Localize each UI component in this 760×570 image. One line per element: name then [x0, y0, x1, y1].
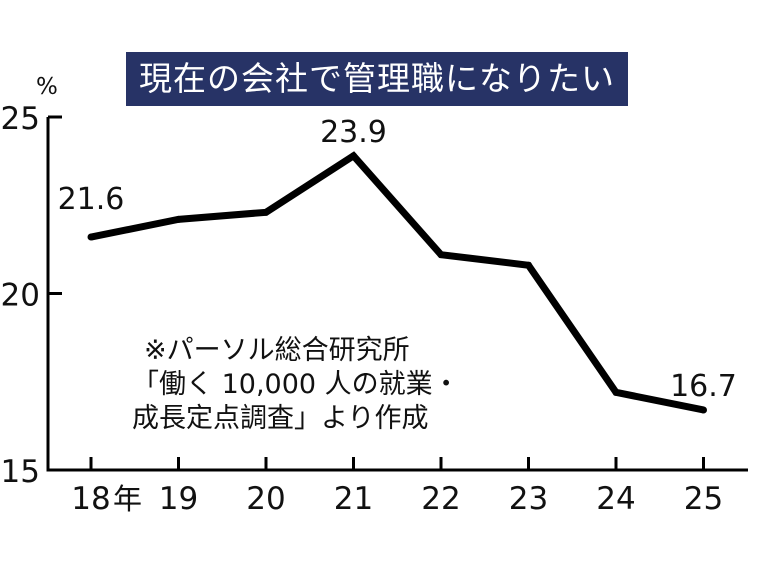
data-point-21 [350, 152, 357, 160]
series-line-0 [90, 151, 705, 414]
data-point-20 [262, 208, 270, 216]
y-axis-unit: % [36, 74, 58, 100]
x-tick-label-19: 19 [159, 481, 198, 517]
source-note-line-3: 成長定点調査」より作成 [132, 403, 429, 434]
data-label-21: 23.9 [320, 115, 387, 150]
data-labels: 21.6 23.9 16.7 [58, 115, 737, 404]
x-tick-label-24: 24 [596, 481, 635, 517]
data-label-25: 16.7 [670, 369, 737, 404]
x-tick-label-20: 20 [246, 481, 285, 517]
x-axis-year-suffix: 年 [113, 482, 142, 516]
x-tick-label-23: 23 [509, 481, 548, 517]
y-tick-label-15: 15 [1, 454, 40, 490]
y-tick-label-20: 20 [1, 278, 40, 314]
chart-axes [46, 115, 748, 472]
chart-title: 現在の会社で管理職になりたい [139, 59, 615, 98]
data-point-23 [525, 261, 532, 269]
data-point-24 [612, 388, 620, 396]
data-label-18: 21.6 [58, 182, 125, 217]
data-point-22 [437, 251, 445, 259]
data-point-25 [700, 406, 707, 414]
y-axis-labels: 15 20 25 [1, 101, 40, 490]
y-tick-label-25: 25 [1, 101, 40, 137]
x-tick-label-18: 18 [71, 481, 110, 517]
x-tick-label-22: 22 [421, 481, 460, 517]
data-point-19 [175, 215, 182, 223]
source-note-line-1: ※パーソル総合研究所 [144, 335, 410, 366]
x-tick-label-21: 21 [334, 481, 373, 517]
x-axis-labels: 18 19 20 21 22 23 24 25 年 [71, 481, 723, 517]
data-point-18 [87, 233, 95, 241]
source-note-line-2: 「働く 10,000 人の就業・ [132, 369, 460, 400]
x-tick-label-25: 25 [684, 481, 723, 517]
series-layer [87, 151, 707, 414]
title-background [126, 52, 628, 106]
